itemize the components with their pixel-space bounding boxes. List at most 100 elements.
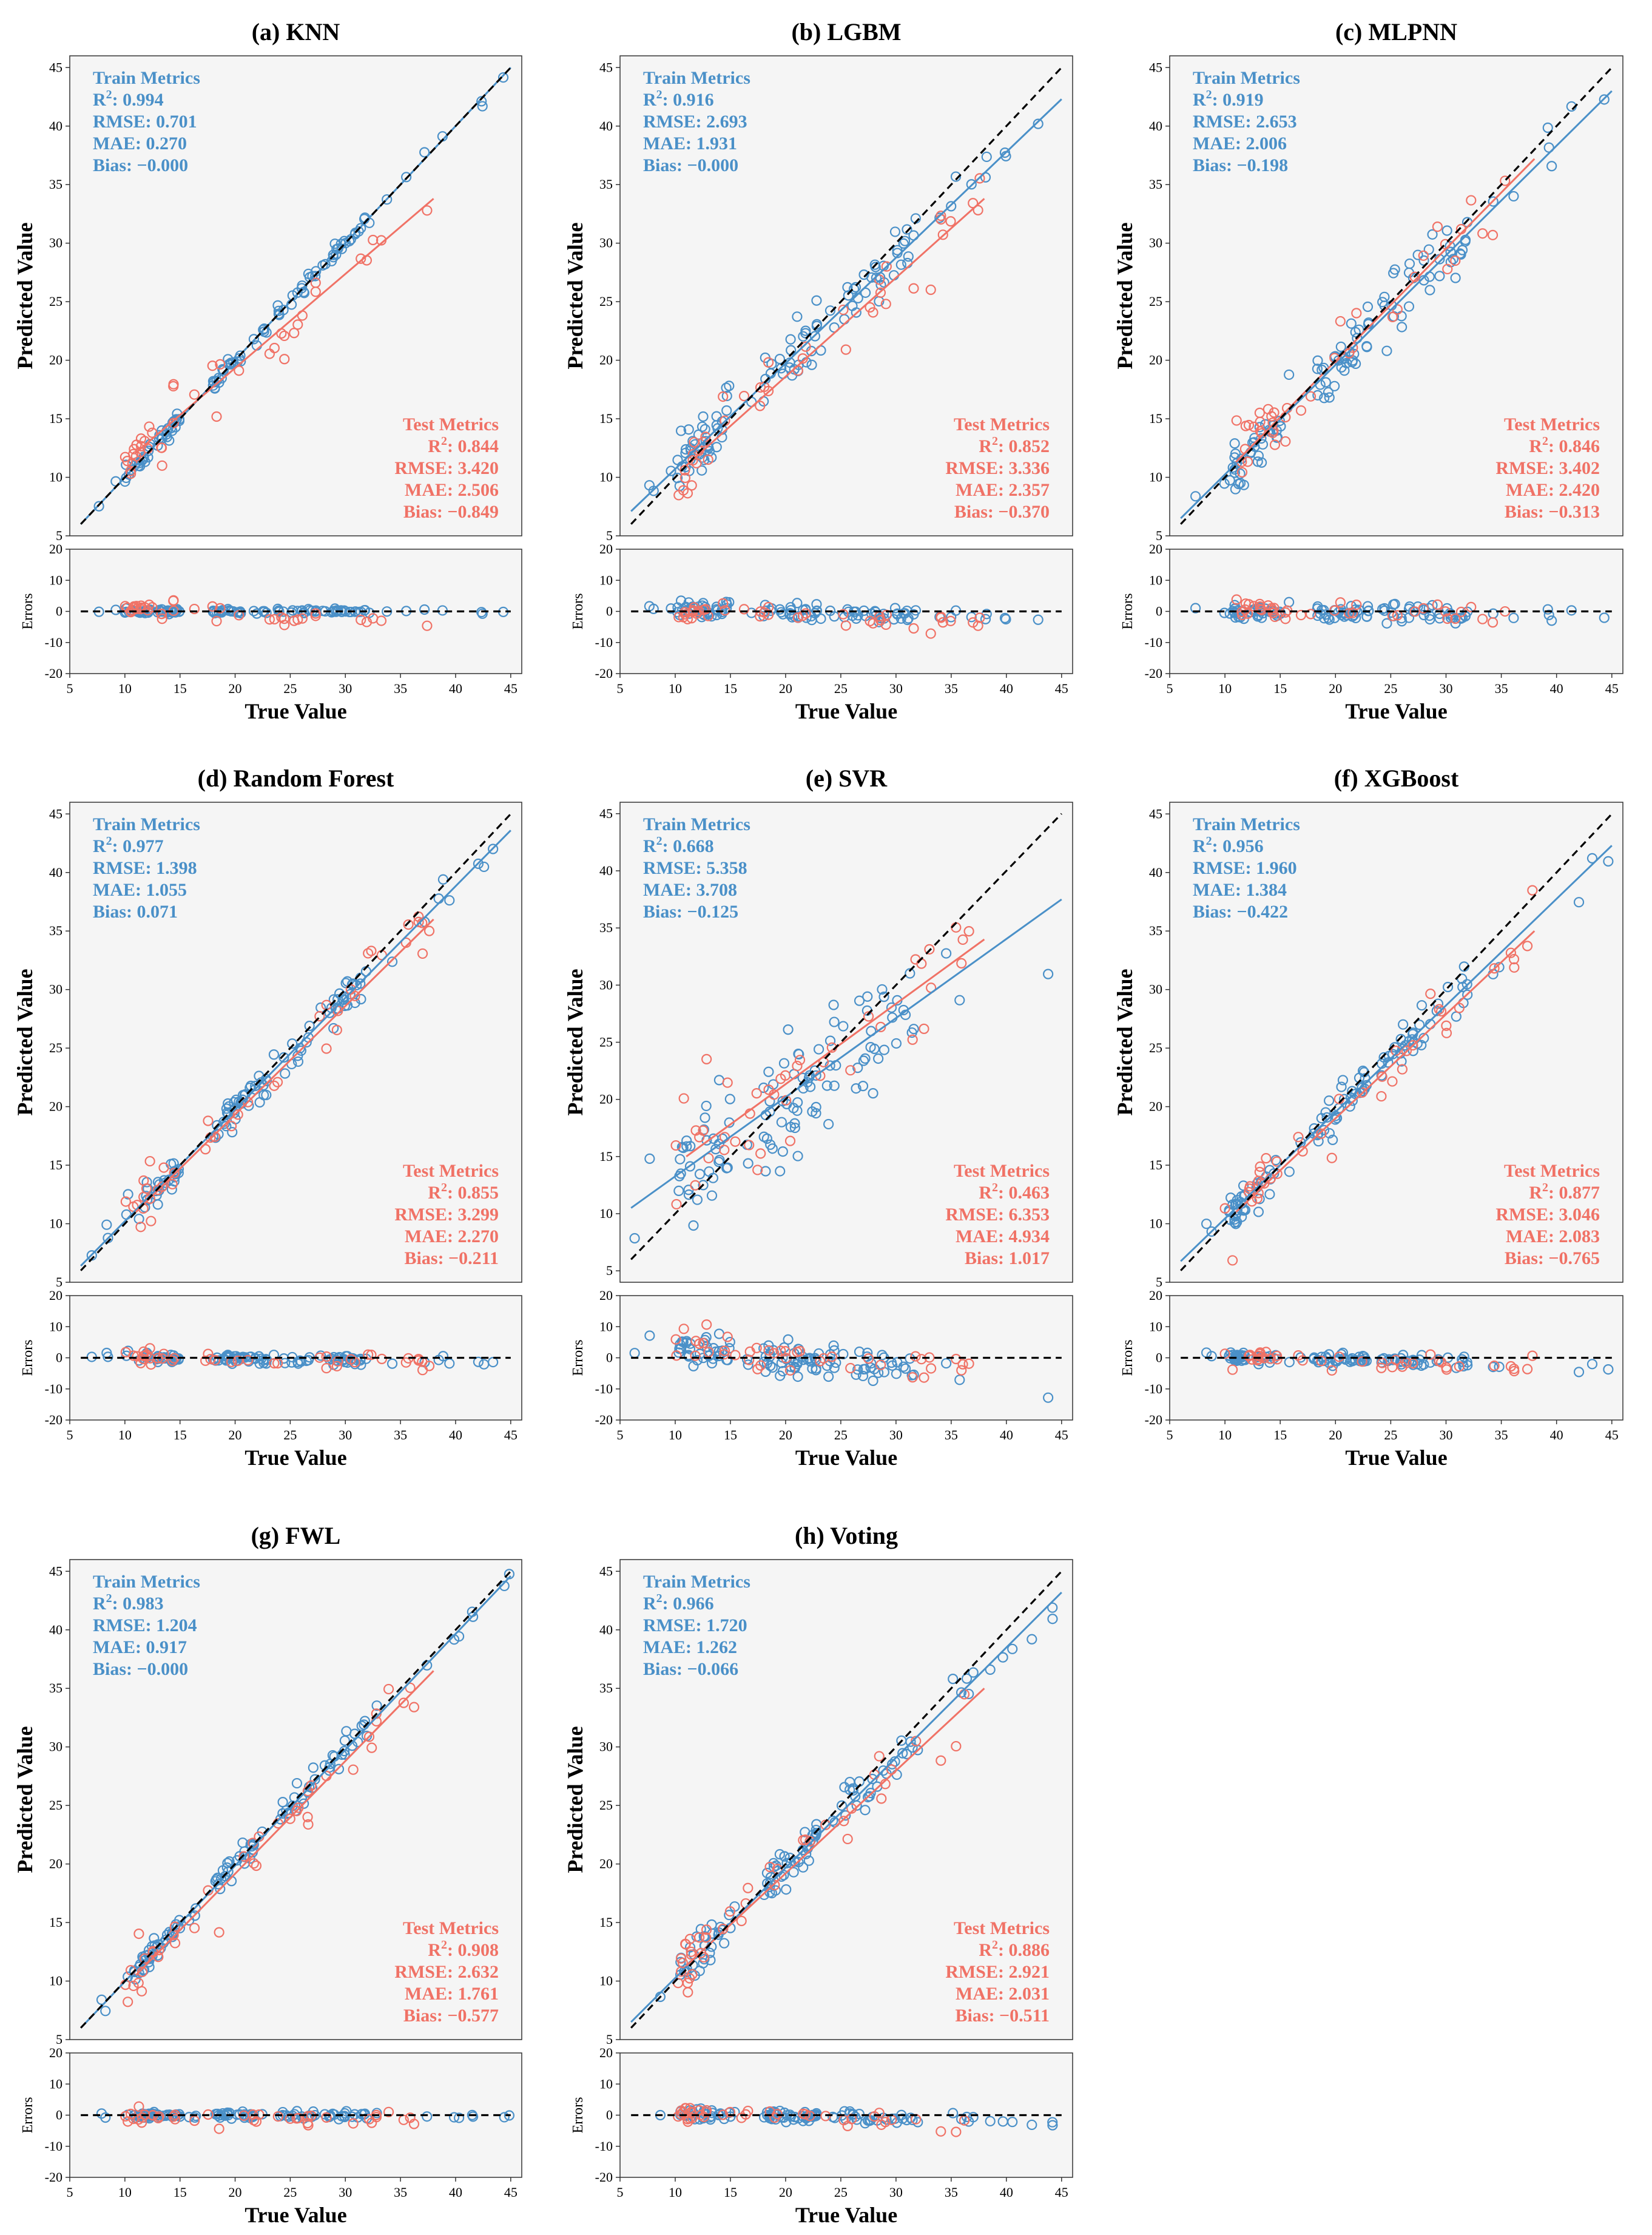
test-point <box>755 1148 766 1159</box>
y-tick-label: 30 <box>1149 235 1162 251</box>
train-point <box>93 501 104 512</box>
y-tick-label: 25 <box>599 294 613 309</box>
train-residual-point <box>966 612 977 623</box>
test-bias: Bias: −0.577 <box>403 2006 499 2026</box>
train-point <box>310 271 321 282</box>
test-point <box>876 1793 887 1804</box>
ideal-line <box>630 67 1062 525</box>
train-point <box>1238 479 1249 490</box>
x-axis-label: True Value <box>244 1445 346 1470</box>
y-axis-label: Predicted Value <box>13 1726 37 1873</box>
train-residual-point <box>359 604 371 616</box>
test-residual-point <box>744 1346 755 1357</box>
test-metrics-header: Test Metrics <box>403 1918 499 1938</box>
residual-y-tick-label: -10 <box>1145 1381 1162 1396</box>
test-point <box>687 455 698 466</box>
train-residual-point <box>100 2112 111 2123</box>
train-point <box>954 995 965 1006</box>
y-tick-label: 45 <box>599 1563 613 1578</box>
train-metrics-header: Train Metrics <box>643 814 750 834</box>
residual-y-tick-label: 0 <box>56 1350 62 1365</box>
train-point <box>781 1884 792 1895</box>
train-point <box>792 1097 803 1108</box>
train-point <box>1312 363 1323 374</box>
residual-y-axis-label: Errors <box>1120 1340 1136 1376</box>
train-residual-point <box>713 1345 724 1357</box>
train-point <box>681 1141 692 1152</box>
test-residual-point <box>719 1345 730 1356</box>
test-point <box>1272 1156 1283 1167</box>
train-point <box>798 1862 809 1873</box>
test-residual-point <box>153 2111 164 2122</box>
test-point <box>755 401 766 411</box>
test-point <box>1326 1152 1337 1163</box>
test-residual-point <box>413 1353 424 1365</box>
y-tick-label: 25 <box>49 294 62 309</box>
train-point <box>224 1856 235 1867</box>
test-residual-point <box>694 1338 705 1349</box>
y-axis-label: Predicted Value <box>563 1726 587 1873</box>
x-tick-label: 40 <box>449 1427 462 1442</box>
train-point <box>497 72 509 83</box>
train-residual-point <box>963 2116 974 2127</box>
train-point <box>860 287 871 298</box>
y-tick-label: 35 <box>599 920 613 935</box>
train-bias: Bias: −0.125 <box>643 902 738 922</box>
y-tick-label: 10 <box>49 470 62 485</box>
train-residual-point <box>1423 603 1434 614</box>
test-point <box>1500 175 1511 186</box>
test-point <box>840 344 851 355</box>
train-residual-point <box>1340 1354 1351 1365</box>
panel-title: (h) Voting <box>795 1522 898 1549</box>
test-point <box>1418 250 1429 261</box>
test-point <box>302 1811 313 1822</box>
test-residual-point <box>916 1354 927 1365</box>
train-residual-point <box>802 1354 813 1365</box>
train-point <box>234 353 244 364</box>
train-residual-point <box>775 607 787 618</box>
train-point <box>848 283 860 294</box>
train-point <box>1387 1049 1398 1060</box>
train-point <box>1418 255 1429 266</box>
test-residual-point <box>784 1365 796 1376</box>
train-point <box>785 1121 797 1132</box>
train-point <box>698 1124 709 1135</box>
test-residual-point <box>1280 607 1291 618</box>
train-residual-point <box>1573 1367 1585 1378</box>
train-point <box>1441 225 1452 236</box>
test-r2: R2: 0.886 <box>979 1938 1050 1960</box>
test-residual-point <box>736 2112 747 2123</box>
test-point <box>925 284 936 296</box>
ideal-line <box>80 1571 511 2029</box>
x-axis-label: True Value <box>1345 1445 1447 1470</box>
test-point <box>120 1196 131 1207</box>
train-point <box>721 390 732 402</box>
train-bias: Bias: −0.066 <box>643 1659 738 1679</box>
train-residual-point <box>504 2110 515 2121</box>
test-point <box>678 1093 689 1104</box>
x-tick-label: 45 <box>1605 681 1619 696</box>
test-residual-point <box>302 2118 313 2129</box>
y-tick-label: 5 <box>606 528 613 543</box>
train-r2: R2: 0.977 <box>93 834 164 856</box>
test-point <box>1377 1071 1387 1082</box>
x-tick-label: 40 <box>1000 681 1013 696</box>
x-tick-label: 40 <box>1550 1427 1563 1442</box>
train-point <box>215 1873 227 1884</box>
test-point <box>203 1115 214 1126</box>
train-point <box>886 1759 898 1770</box>
test-residual-point <box>1344 608 1355 619</box>
x-tick-label: 20 <box>779 681 792 696</box>
test-residual-point <box>1335 597 1346 608</box>
train-residual-point <box>1232 1355 1242 1366</box>
test-metrics-header: Test Metrics <box>954 1161 1050 1181</box>
train-fit-line <box>1180 845 1613 1262</box>
train-point <box>811 1824 821 1836</box>
train-residual-point <box>419 604 430 615</box>
test-residual-point <box>1316 1356 1327 1367</box>
test-residual-point <box>1246 1354 1258 1365</box>
residual-y-tick-label: 20 <box>599 2045 613 2060</box>
test-point <box>189 1922 200 1933</box>
residual-y-tick-label: 10 <box>49 1319 62 1334</box>
test-residual-point <box>272 2111 283 2122</box>
